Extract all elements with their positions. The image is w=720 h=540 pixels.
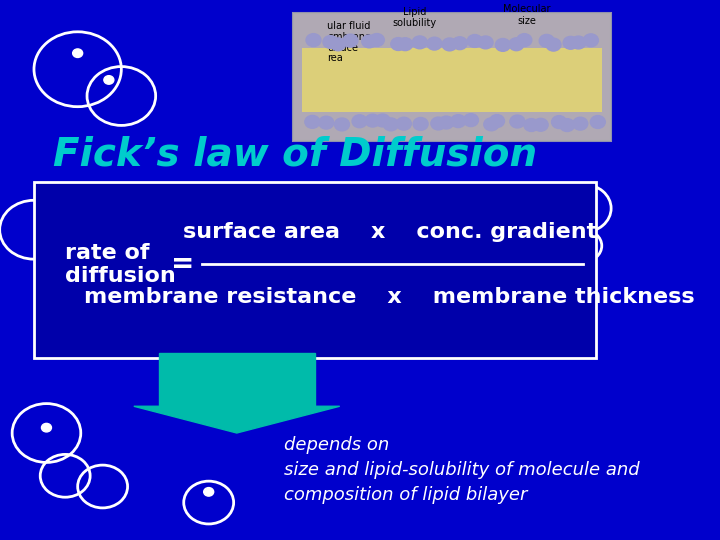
Circle shape: [583, 34, 598, 47]
Circle shape: [451, 114, 466, 127]
Text: depends on
size and lipid-solubility of molecule and
composition of lipid bilaye: depends on size and lipid-solubility of …: [284, 436, 639, 504]
Circle shape: [204, 488, 214, 496]
Circle shape: [427, 37, 442, 50]
Circle shape: [319, 116, 334, 129]
FancyBboxPatch shape: [34, 181, 595, 358]
Circle shape: [413, 36, 427, 49]
Text: surface area    x    conc. gradient: surface area x conc. gradient: [182, 222, 597, 242]
Circle shape: [369, 33, 384, 46]
Text: embrane: embrane: [327, 32, 372, 42]
Circle shape: [375, 114, 390, 127]
Circle shape: [306, 33, 321, 46]
Circle shape: [335, 118, 349, 131]
Circle shape: [431, 117, 446, 130]
FancyBboxPatch shape: [302, 48, 602, 112]
Circle shape: [343, 34, 358, 47]
Circle shape: [495, 38, 510, 51]
Circle shape: [533, 118, 548, 131]
Text: ular fluid: ular fluid: [327, 21, 371, 31]
Text: rea: rea: [327, 53, 343, 63]
Circle shape: [524, 119, 539, 131]
Circle shape: [396, 117, 411, 130]
FancyBboxPatch shape: [293, 13, 611, 141]
Circle shape: [452, 37, 467, 50]
Circle shape: [563, 36, 578, 49]
Circle shape: [467, 35, 482, 48]
Text: =: =: [171, 251, 194, 279]
Circle shape: [305, 116, 320, 129]
Circle shape: [323, 36, 338, 49]
Circle shape: [490, 114, 505, 127]
Circle shape: [590, 116, 606, 129]
Circle shape: [578, 193, 588, 202]
Polygon shape: [159, 353, 315, 406]
Circle shape: [413, 118, 428, 130]
Text: membrane resistance    x    membrane thickness: membrane resistance x membrane thickness: [84, 287, 695, 307]
Circle shape: [391, 38, 406, 50]
Circle shape: [484, 118, 499, 131]
Text: Lipid
solubility: Lipid solubility: [392, 7, 436, 29]
Circle shape: [73, 49, 83, 57]
Circle shape: [552, 116, 567, 129]
Circle shape: [464, 114, 478, 126]
Circle shape: [365, 114, 380, 127]
Circle shape: [42, 423, 51, 432]
Circle shape: [383, 118, 398, 131]
Circle shape: [509, 38, 524, 51]
Circle shape: [510, 115, 525, 128]
Circle shape: [517, 33, 532, 46]
Circle shape: [361, 35, 377, 48]
Circle shape: [442, 38, 457, 51]
Circle shape: [559, 119, 575, 132]
Circle shape: [573, 117, 588, 130]
Polygon shape: [134, 406, 340, 433]
Text: Fick’s law of Diffusion: Fick’s law of Diffusion: [53, 136, 537, 174]
Text: rate of
diffusion: rate of diffusion: [66, 243, 176, 286]
Circle shape: [330, 38, 346, 51]
Circle shape: [478, 36, 493, 49]
Text: Molecular
size: Molecular size: [503, 4, 551, 26]
Circle shape: [438, 116, 454, 129]
Circle shape: [546, 38, 561, 51]
Circle shape: [104, 76, 114, 84]
Circle shape: [397, 38, 413, 51]
Circle shape: [539, 35, 554, 48]
Text: urface: urface: [327, 43, 359, 52]
Circle shape: [571, 36, 586, 49]
Circle shape: [352, 115, 367, 127]
